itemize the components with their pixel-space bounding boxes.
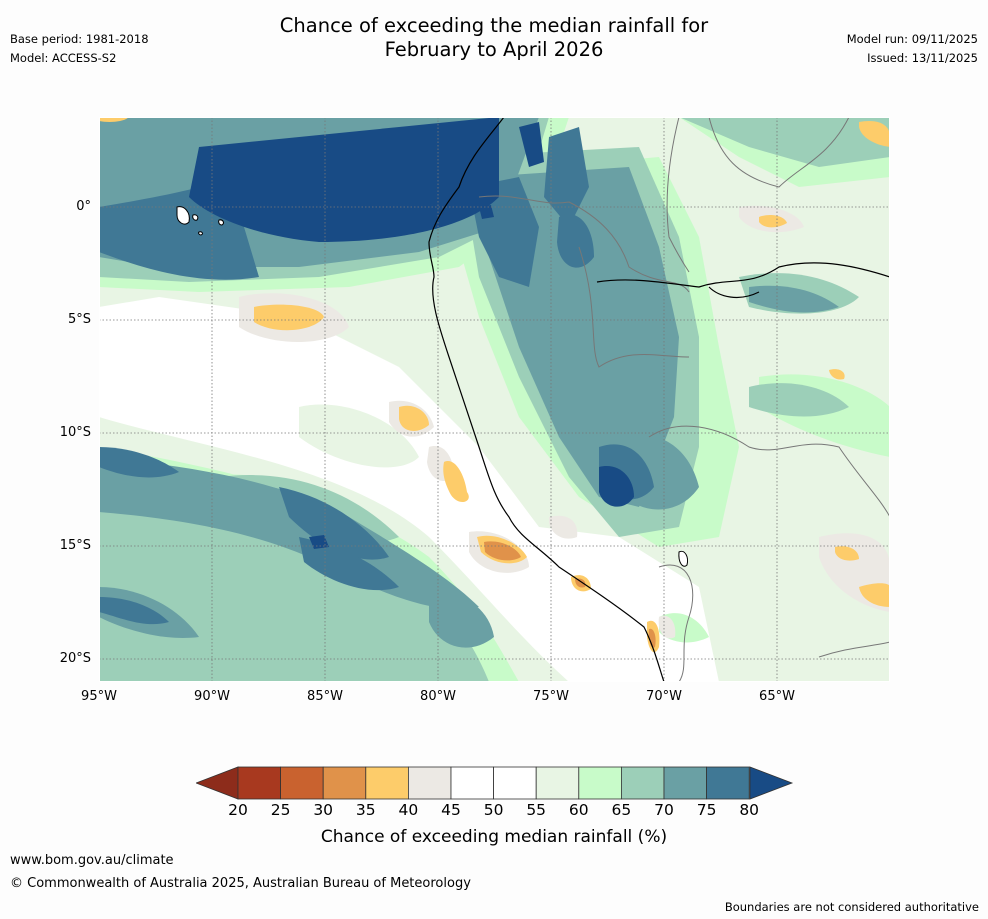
- footer-disclaimer: Boundaries are not considered authoritat…: [724, 900, 979, 914]
- title-line-1: Chance of exceeding the median rainfall …: [279, 14, 709, 37]
- lat-label-0: 0°: [76, 199, 91, 214]
- band-35-40: [99, 117, 890, 653]
- lon-label-70w: 70°W: [646, 689, 682, 704]
- colorbar-high-arrow: [749, 766, 794, 800]
- lon-label-65w: 65°W: [759, 689, 795, 704]
- colorbar-cell: [663, 766, 707, 800]
- model-run: Model run: 09/11/2025: [846, 32, 978, 46]
- title-line-2: February to April 2026: [384, 38, 604, 61]
- lake-titicaca: [678, 550, 688, 567]
- colorbar-tick-label: 45: [441, 801, 461, 819]
- colorbar-cell: [620, 766, 665, 800]
- colorbar-cell: [365, 766, 409, 800]
- colorbar-cell: [706, 766, 750, 800]
- colorbar-cell: [535, 766, 580, 800]
- colorbar-cell: [322, 766, 367, 800]
- lat-label-5s: 5°S: [67, 312, 91, 327]
- rainfall-map: [99, 117, 890, 682]
- colorbar-tick-label: 30: [313, 801, 334, 819]
- colorbar-cell: [407, 766, 452, 800]
- lat-label-10s: 10°S: [59, 425, 91, 440]
- footer-url[interactable]: www.bom.gov.au/climate: [10, 853, 174, 868]
- colorbar-tick-label: 20: [228, 801, 248, 819]
- model-name: Model: ACCESS-S2: [10, 51, 117, 65]
- footer-copyright: © Commonwealth of Australia 2025, Austra…: [10, 876, 471, 891]
- colorbar-title: Chance of exceeding median rainfall (%): [320, 827, 668, 847]
- colorbar-tick-label: 55: [526, 801, 547, 819]
- country-borders: [478, 117, 890, 682]
- lat-label-15s: 15°S: [59, 538, 91, 553]
- coastline: [428, 117, 890, 682]
- colorbar-tick-label: 35: [355, 801, 376, 819]
- colorbar-tick-label: 25: [270, 801, 291, 819]
- colorbar-tick-label: 70: [654, 801, 674, 819]
- map-title: Chance of exceeding the median rainfall …: [0, 14, 988, 62]
- lon-label-80w: 80°W: [420, 689, 456, 704]
- colorbar-tick-label: 65: [611, 801, 632, 819]
- colorbar-tick-label: 80: [739, 801, 760, 819]
- galapagos-islands: [176, 206, 224, 236]
- map-frame: [99, 117, 890, 682]
- lon-label-75w: 75°W: [533, 689, 569, 704]
- lon-label-95w: 95°W: [81, 689, 117, 704]
- base-period: Base period: 1981-2018: [10, 32, 149, 46]
- colorbar-tick-label: 60: [568, 801, 589, 819]
- colorbar-cell: [237, 766, 281, 800]
- issued-date: Issued: 13/11/2025: [867, 51, 978, 65]
- graticule: [99, 117, 890, 682]
- colorbar: [196, 766, 794, 800]
- colorbar-low-arrow: [196, 766, 239, 800]
- lon-label-90w: 90°W: [194, 689, 230, 704]
- colorbar-tick-label: 40: [398, 801, 419, 819]
- band-80-plus: [189, 117, 634, 549]
- colorbar-cell: [493, 766, 537, 800]
- lat-label-20s: 20°S: [59, 651, 91, 666]
- lon-label-85w: 85°W: [307, 689, 343, 704]
- colorbar-cell: [578, 766, 622, 800]
- colorbar-cell: [450, 766, 494, 800]
- colorbar-tick-label: 50: [483, 801, 504, 819]
- colorbar-tick-label: 75: [696, 801, 717, 819]
- colorbar-cell: [280, 766, 324, 800]
